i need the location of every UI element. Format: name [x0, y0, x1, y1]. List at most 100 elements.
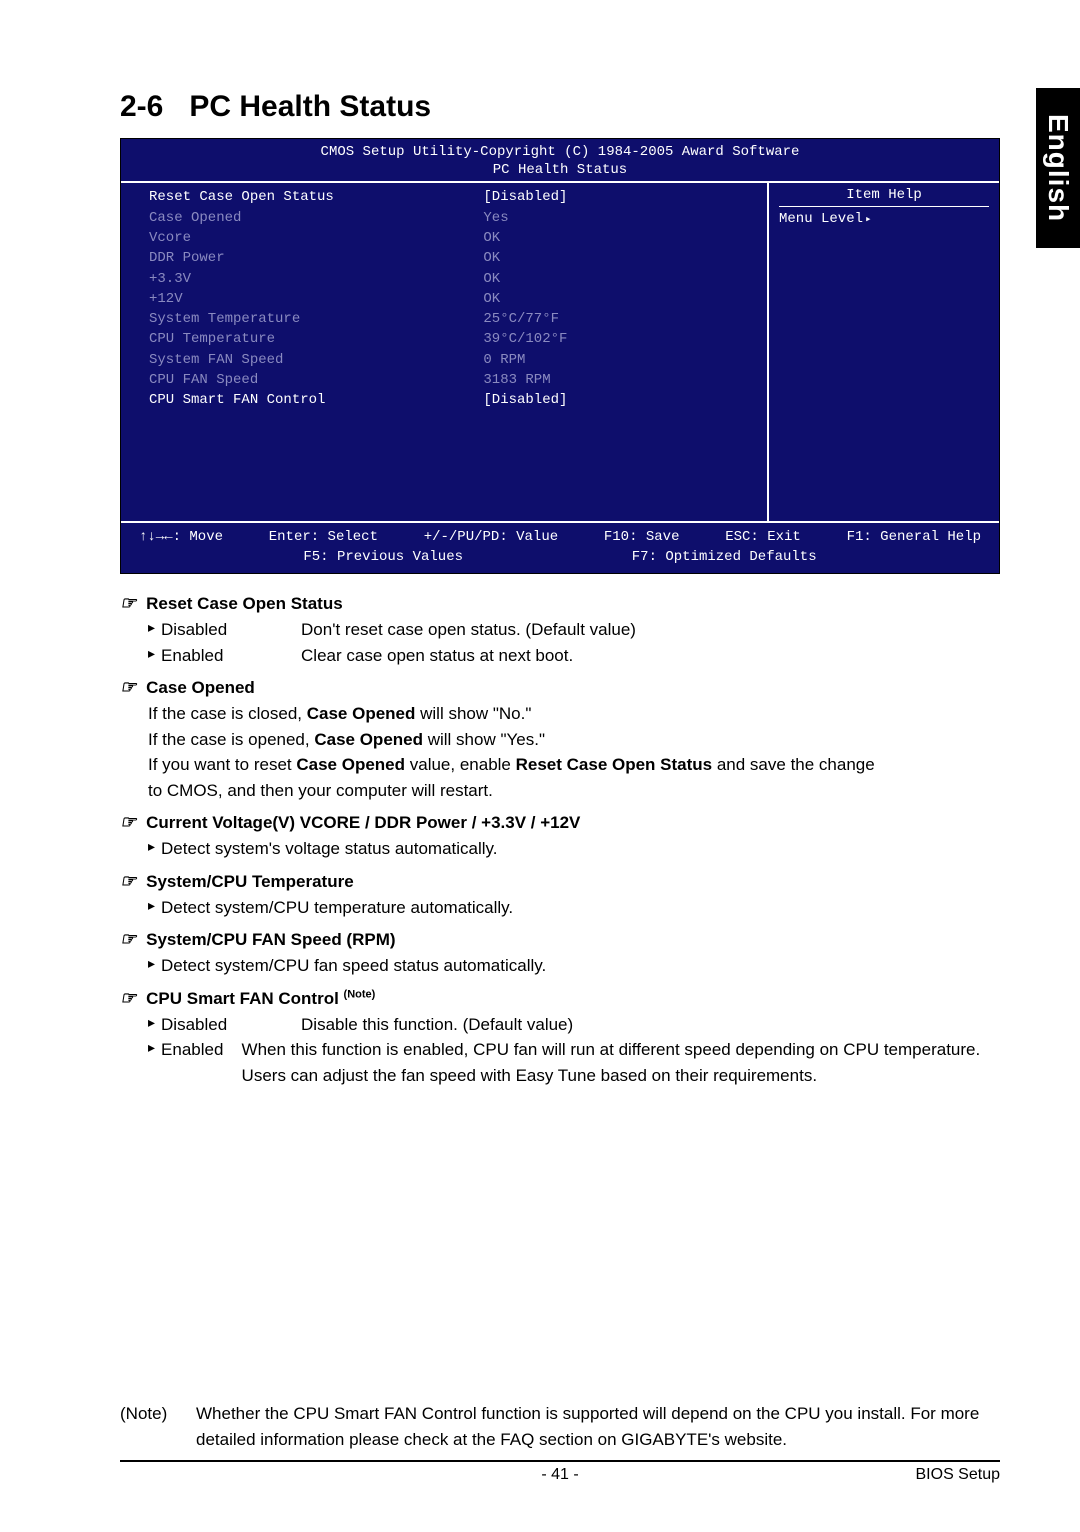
section-number: 2-6 [120, 90, 163, 123]
footer-section-name: BIOS Setup [916, 1466, 1001, 1484]
bios-row-label: +12V [149, 289, 483, 309]
bios-help-panel: Item Help Menu Level [769, 183, 999, 520]
bios-row-value: OK [483, 289, 757, 309]
description-section: ☞Reset Case Open Status▸DisabledDon't re… [120, 590, 1000, 1088]
option-text: Don't reset case open status. (Default v… [301, 617, 636, 643]
bios-row: System Temperature25°C/77°F [149, 309, 757, 329]
bullet-icon: ▸ [148, 643, 155, 669]
desc-option: ▸EnabledWhen this function is enabled, C… [120, 1037, 1000, 1088]
section-title-text: PC Health Status [189, 90, 431, 123]
bios-header-line1: CMOS Setup Utility-Copyright (C) 1984-20… [121, 143, 999, 161]
bios-row: CPU Temperature39°C/102°F [149, 329, 757, 349]
pointer-icon: ☞ [120, 985, 136, 1012]
desc-item-title: ☞System/CPU Temperature [120, 868, 1000, 895]
bullet-icon: ▸ [148, 836, 155, 862]
bios-key-move: ↑↓→←: Move [139, 527, 223, 547]
desc-subline: ▸Detect system/CPU fan speed status auto… [120, 953, 1000, 979]
bios-footer-row1: ↑↓→←: Move Enter: Select +/-/PU/PD: Valu… [139, 527, 981, 547]
bios-row-label: System FAN Speed [149, 350, 483, 370]
desc-item: ☞ System/CPU FAN Speed (RPM)▸Detect syste… [120, 926, 1000, 979]
footnote-text: Whether the CPU Smart FAN Control functi… [196, 1401, 980, 1452]
desc-body-line: If the case is opened, Case Opened will … [120, 727, 1000, 753]
option-text: When this function is enabled, CPU fan w… [242, 1037, 1000, 1088]
bios-row-value: 25°C/77°F [483, 309, 757, 329]
bios-row-value: 0 RPM [483, 350, 757, 370]
footnote: (Note) Whether the CPU Smart FAN Control… [120, 1401, 980, 1452]
bios-row-value: 3183 RPM [483, 370, 757, 390]
bullet-icon: ▸ [148, 895, 155, 921]
option-text: Disable this function. (Default value) [301, 1012, 573, 1038]
section-heading: 2-6 PC Health Status [120, 90, 1000, 124]
option-text: Clear case open status at next boot. [301, 643, 573, 669]
subline-text: Detect system/CPU fan speed status autom… [161, 953, 546, 979]
bios-item-help-title: Item Help [779, 187, 989, 207]
option-name: Disabled [161, 1012, 301, 1038]
bullet-icon: ▸ [148, 953, 155, 979]
option-name: Disabled [161, 617, 301, 643]
desc-subline: ▸Detect system/CPU temperature automatic… [120, 895, 1000, 921]
bios-row: System FAN Speed0 RPM [149, 350, 757, 370]
bios-row: +12VOK [149, 289, 757, 309]
bios-menu-level: Menu Level [779, 211, 989, 227]
bios-row: Reset Case Open Status[Disabled] [149, 187, 757, 207]
bios-row: +3.3VOK [149, 269, 757, 289]
bullet-icon: ▸ [148, 617, 155, 643]
bullet-icon: ▸ [148, 1012, 155, 1038]
desc-item: ☞ Current Voltage(V) VCORE / DDR Power / … [120, 809, 1000, 862]
bios-row: VcoreOK [149, 228, 757, 248]
bios-row-label: +3.3V [149, 269, 483, 289]
option-name: Enabled [161, 643, 301, 669]
bios-row-label: CPU Temperature [149, 329, 483, 349]
bullet-icon: ▸ [148, 1037, 155, 1088]
desc-title-text: Case Opened [146, 675, 255, 701]
bios-header-line2: PC Health Status [121, 161, 999, 179]
desc-title-text: System/CPU Temperature [146, 869, 354, 895]
bios-row-label: DDR Power [149, 248, 483, 268]
bios-row-value: OK [483, 248, 757, 268]
page-number: - 41 - [541, 1466, 578, 1484]
pointer-icon: ☞ [120, 809, 136, 836]
desc-body-line: to CMOS, and then your computer will res… [120, 778, 1000, 804]
bios-key-help: F1: General Help [847, 527, 981, 547]
bios-screen: CMOS Setup Utility-Copyright (C) 1984-20… [120, 138, 1000, 574]
bios-row-value: [Disabled] [483, 187, 757, 207]
bios-key-save: F10: Save [604, 527, 680, 547]
subline-text: Detect system's voltage status automatic… [161, 836, 497, 862]
bios-key-select: Enter: Select [269, 527, 378, 547]
desc-title-text: Current Voltage(V) VCORE / DDR Power / +… [146, 810, 580, 836]
desc-item-title: ☞Case Opened [120, 674, 1000, 701]
desc-option: ▸DisabledDon't reset case open status. (… [120, 617, 1000, 643]
pointer-icon: ☞ [120, 590, 136, 617]
desc-option: ▸EnabledClear case open status at next b… [120, 643, 1000, 669]
bios-row: DDR PowerOK [149, 248, 757, 268]
bios-row-value: OK [483, 269, 757, 289]
bios-key-prev: F5: Previous Values [303, 547, 463, 567]
bios-row-label: CPU Smart FAN Control [149, 390, 483, 410]
bios-row-label: CPU FAN Speed [149, 370, 483, 390]
bios-row: Case OpenedYes [149, 208, 757, 228]
desc-title-text: Reset Case Open Status [146, 591, 343, 617]
bios-row-label: Case Opened [149, 208, 483, 228]
language-tab: English [1036, 88, 1080, 248]
superscript-note: (Note) [344, 988, 376, 1000]
bios-row-label: Vcore [149, 228, 483, 248]
desc-item-title: ☞ System/CPU FAN Speed (RPM) [120, 926, 1000, 953]
bios-body: Reset Case Open Status[Disabled]Case Ope… [121, 181, 999, 520]
desc-item-title: ☞ Current Voltage(V) VCORE / DDR Power / … [120, 809, 1000, 836]
desc-body-line: If the case is closed, Case Opened will … [120, 701, 1000, 727]
desc-item: ☞Reset Case Open Status▸DisabledDon't re… [120, 590, 1000, 668]
pointer-icon: ☞ [120, 926, 136, 953]
desc-item: ☞System/CPU Temperature▸Detect system/CP… [120, 868, 1000, 921]
bios-key-opt: F7: Optimized Defaults [632, 547, 817, 567]
bios-row-label: Reset Case Open Status [149, 187, 483, 207]
bios-row-value: [Disabled] [483, 390, 757, 410]
option-name: Enabled [161, 1037, 242, 1088]
bios-header: CMOS Setup Utility-Copyright (C) 1984-20… [121, 139, 999, 181]
footnote-label: (Note) [120, 1401, 196, 1452]
desc-item-title: ☞CPU Smart FAN Control (Note) [120, 985, 1000, 1012]
bios-row: CPU Smart FAN Control[Disabled] [149, 390, 757, 410]
chevron-right-icon [863, 211, 872, 227]
bios-key-exit: ESC: Exit [725, 527, 801, 547]
desc-title-text: System/CPU FAN Speed (RPM) [146, 927, 395, 953]
page-content: 2-6 PC Health Status CMOS Setup Utility-C… [0, 0, 1080, 1088]
